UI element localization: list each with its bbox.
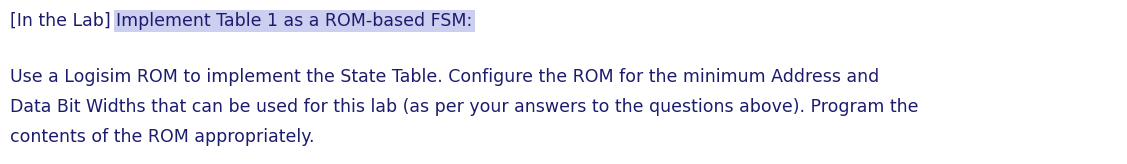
Text: Implement Table 1 as a ROM-based FSM:: Implement Table 1 as a ROM-based FSM: [116, 12, 472, 30]
Text: [In the Lab]: [In the Lab] [10, 12, 116, 30]
Text: contents of the ROM appropriately.: contents of the ROM appropriately. [10, 128, 314, 146]
Text: Data Bit Widths that can be used for this lab (as per your answers to the questi: Data Bit Widths that can be used for thi… [10, 98, 919, 116]
Text: Use a Logisim ROM to implement the State Table. Configure the ROM for the minimu: Use a Logisim ROM to implement the State… [10, 68, 879, 86]
